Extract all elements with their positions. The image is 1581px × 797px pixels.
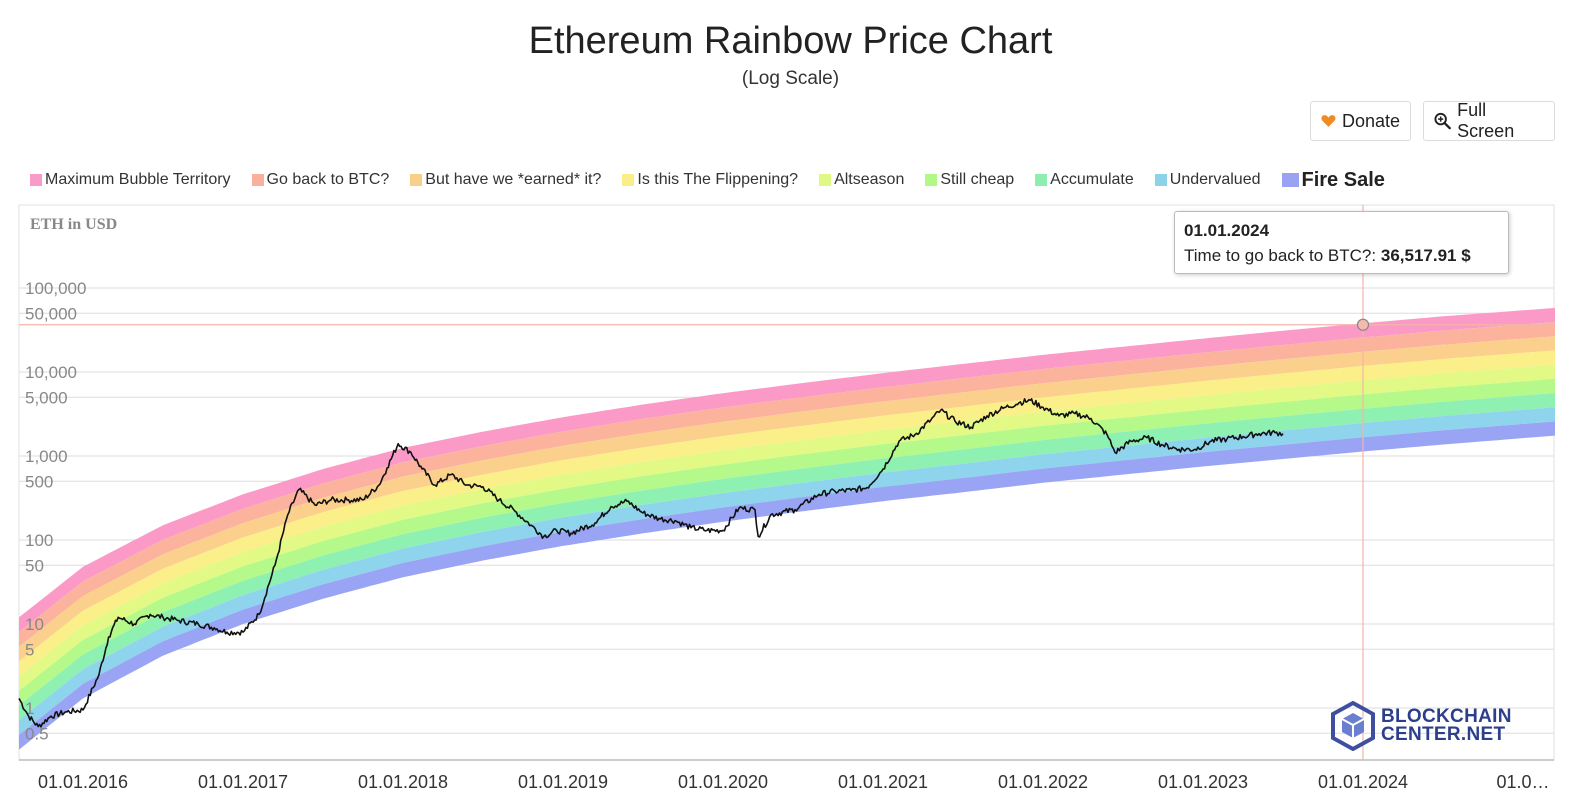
y-tick-label: 10	[25, 615, 44, 634]
legend-label: Fire Sale	[1301, 168, 1385, 191]
donate-label: Donate	[1341, 110, 1400, 131]
band-altseason[interactable]	[19, 364, 1555, 691]
chart-tooltip: 01.01.2024 Time to go back to BTC?: 36,5…	[1174, 211, 1509, 274]
legend-swatch	[622, 174, 635, 186]
legend-swatch	[925, 174, 938, 186]
x-tick-label: 01.01.2023	[1158, 772, 1248, 792]
page-subtitle: (Log Scale)	[741, 68, 840, 89]
fullscreen-label: Full Screen	[1457, 100, 1515, 141]
band-go-back-to-btc[interactable]	[19, 322, 1555, 647]
legend-item-go-back-btc[interactable]: Go back to BTC?	[251, 171, 390, 189]
logo-text: BLOCKCHAIN CENTER.NET	[1381, 706, 1512, 745]
logo-line2a: CENTER	[1381, 724, 1461, 745]
y-tick-label: 1,000	[25, 447, 68, 466]
x-tick-label: 01.01.2016	[38, 772, 128, 792]
legend-swatch	[410, 174, 423, 186]
legend-item-fire-sale[interactable]: Fire Sale	[1281, 168, 1385, 192]
y-tick-label: 0.5	[25, 724, 49, 743]
legend-swatch	[1281, 173, 1299, 187]
y-axis-title: ETH in USD	[30, 216, 117, 233]
x-tick-label: 01.01.2017	[198, 772, 288, 792]
x-tick-label: 01.01.2024	[1318, 772, 1408, 792]
x-tick-label: 01.01.2019	[518, 772, 608, 792]
legend-label: Altseason	[834, 171, 905, 188]
donate-button[interactable]: Donate	[1310, 101, 1411, 141]
x-tick-label: 01.01.2018	[358, 772, 448, 792]
legend-label: Undervalued	[1169, 171, 1261, 188]
legend-swatch	[1154, 174, 1167, 186]
legend-item-max-bubble[interactable]: Maximum Bubble Territory	[30, 171, 231, 189]
legend-swatch	[819, 174, 832, 186]
legend-item-undervalued[interactable]: Undervalued	[1154, 171, 1261, 189]
legend-label: Accumulate	[1050, 171, 1134, 188]
y-tick-label: 5	[25, 640, 34, 659]
fullscreen-button[interactable]: Full Screen	[1423, 100, 1555, 141]
band-undervalued[interactable]	[19, 407, 1555, 735]
legend-item-altseason[interactable]: Altseason	[819, 171, 904, 189]
tooltip-value: 36,517.91 $	[1380, 246, 1471, 265]
cube-logo-icon	[1331, 701, 1375, 751]
band-maximum-bubble-territory[interactable]	[19, 307, 1555, 632]
legend-item-earned[interactable]: But have we *earned* it?	[410, 171, 601, 189]
legend-item-accumulate[interactable]: Accumulate	[1035, 171, 1134, 189]
legend-label: But have we *earned* it?	[425, 171, 602, 188]
tooltip-label: Time to go back to BTC?:	[1184, 246, 1377, 265]
eth-price-line	[18, 398, 1284, 728]
y-tick-label: 5,000	[25, 388, 68, 407]
heart-icon	[1321, 115, 1336, 127]
logo-line2b: .NET	[1460, 724, 1506, 745]
highlight-point[interactable]	[1356, 318, 1370, 331]
legend-label: Still cheap	[940, 171, 1015, 188]
y-tick-label: 1	[25, 699, 34, 718]
band-but-have-we-earned-it[interactable]	[19, 336, 1555, 662]
legend-item-still-cheap[interactable]: Still cheap	[925, 171, 1014, 189]
legend-label: Go back to BTC?	[266, 171, 390, 188]
x-tick-label: 01.01.2022	[998, 772, 1088, 792]
y-tick-label: 50,000	[25, 304, 77, 323]
logo-line1: BLOCKCHAIN	[1381, 706, 1512, 727]
legend-label: Is this The Flippening?	[637, 171, 799, 188]
zoom-in-icon	[1434, 112, 1451, 130]
legend-swatch	[1035, 174, 1048, 186]
x-tick-label: 01.01.2021	[838, 772, 928, 792]
x-tick-label: 01.0…	[1496, 772, 1549, 792]
y-tick-label: 50	[25, 556, 44, 575]
y-tick-label: 100,000	[25, 279, 86, 298]
legend-swatch	[30, 174, 42, 186]
blockchaincenter-logo: BLOCKCHAIN CENTER.NET	[1331, 700, 1521, 752]
legend-swatch	[251, 174, 264, 186]
y-tick-label: 500	[25, 472, 53, 491]
legend-label: Maximum Bubble Territory	[45, 171, 231, 188]
band-accumulate[interactable]	[19, 393, 1555, 721]
y-tick-label: 10,000	[25, 363, 77, 382]
band-fire-sale[interactable]	[19, 421, 1555, 750]
tooltip-date: 01.01.2024	[1184, 221, 1270, 240]
page-title: Ethereum Rainbow Price Chart	[528, 20, 1053, 62]
y-tick-label: 100	[25, 531, 53, 550]
band-still-cheap[interactable]	[19, 378, 1555, 706]
chart-legend: Maximum Bubble Territory Go back to BTC?…	[30, 168, 1406, 192]
band-is-this-the-flippening[interactable]	[19, 350, 1555, 677]
x-tick-label: 01.01.2020	[678, 772, 768, 792]
legend-item-flippening[interactable]: Is this The Flippening?	[622, 171, 798, 189]
